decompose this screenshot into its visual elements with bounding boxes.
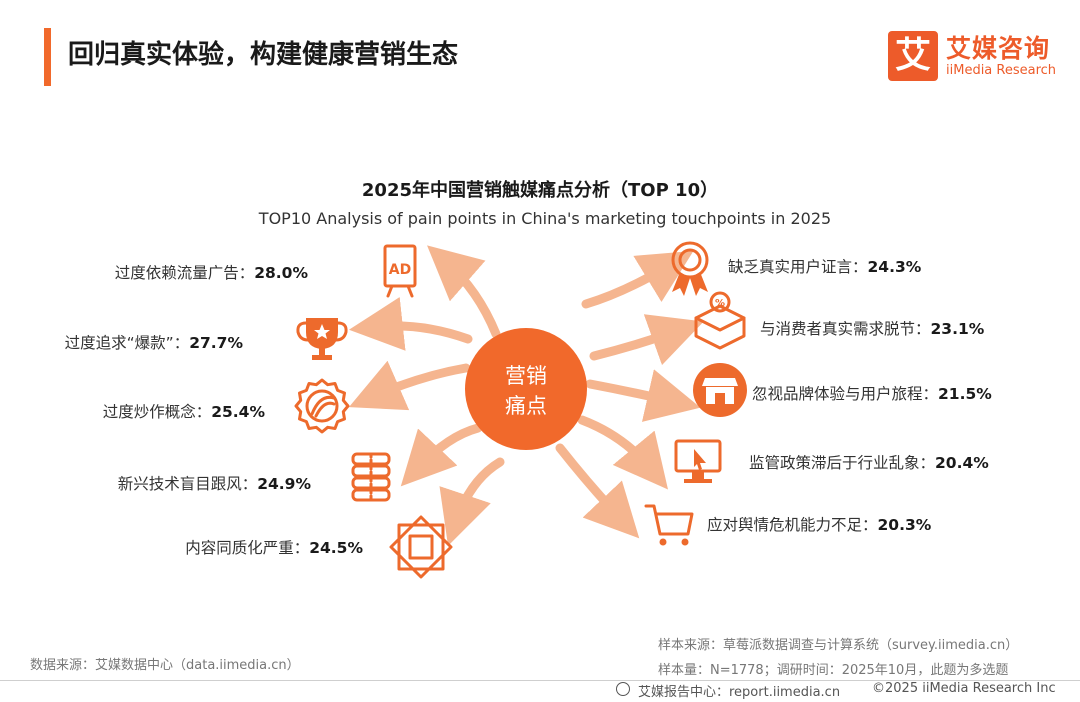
pain-point-label: 内容同质化严重：24.5% xyxy=(185,539,363,557)
connector-arrow xyxy=(577,415,669,490)
center-label-line: 痛点 xyxy=(505,394,547,418)
page-title: 回归真实体验，构建健康营销生态 xyxy=(68,40,459,70)
pain-point-label: 过度依赖流量广告：28.0% xyxy=(115,264,309,282)
pain-point-name: 缺乏真实用户证言： xyxy=(728,258,868,276)
pain-point-label: 应对舆情危机能力不足：20.3% xyxy=(707,515,932,534)
ad-billboard-icon: AD xyxy=(383,244,417,298)
connector-arrow xyxy=(439,457,505,546)
connector-arrow xyxy=(348,360,471,411)
sample-source-note: 样本来源：草莓派数据调查与计算系统（survey.iimedia.cn） xyxy=(658,638,1019,653)
pain-point-label: 新兴技术盲目跟风：24.9% xyxy=(118,475,312,493)
chart-subtitle: TOP10 Analysis of pain points in China's… xyxy=(258,209,832,228)
pain-point-label: 忽视品牌体验与用户旅程：21.5% xyxy=(752,385,992,403)
badge-seal-icon xyxy=(294,378,350,434)
pain-point-value: 20.4% xyxy=(935,454,989,472)
title-accent-bar xyxy=(44,28,51,86)
tech-stack-icon xyxy=(351,452,391,504)
award-ribbon-icon xyxy=(671,241,709,296)
footer-divider xyxy=(0,680,1080,681)
diamond-pattern-icon xyxy=(389,515,453,579)
pain-point-label: 缺乏真实用户证言：24.3% xyxy=(728,258,922,276)
logo-cn-text: 艾媒咨询 xyxy=(946,34,1051,63)
connector-arrow xyxy=(589,314,704,366)
data-source-note: 数据来源：艾媒数据中心（data.iimedia.cn） xyxy=(30,658,300,673)
pain-point-label: 过度追求“爆款”：27.7% xyxy=(65,333,244,352)
pain-point-value: 24.9% xyxy=(257,475,311,493)
connector-arrow xyxy=(585,369,701,422)
pain-point-name: 监管政策滞后于行业乱象： xyxy=(749,454,935,472)
iimedia-logo: 艾 艾媒咨询 iiMedia Research xyxy=(888,31,1068,83)
pain-point-name: 忽视品牌体验与用户旅程： xyxy=(752,385,938,403)
pain-point-name: 应对舆情危机能力不足： xyxy=(707,515,878,534)
copyright-text: ©2025 iiMedia Research Inc xyxy=(872,681,1056,696)
chart-title: 2025年中国营销触媒痛点分析（TOP 10） xyxy=(361,180,719,201)
pain-point-value: 23.1% xyxy=(931,320,985,338)
pain-point-name: 过度追求“爆款”： xyxy=(65,333,190,352)
svg-text:AD: AD xyxy=(389,262,411,278)
pain-point-value: 27.7% xyxy=(189,334,243,352)
pain-point-name: 内容同质化严重： xyxy=(185,539,309,557)
connector-arrow xyxy=(427,245,501,339)
pain-point-label: 过度炒作概念：25.4% xyxy=(103,402,266,421)
logo-mark: 艾 xyxy=(888,31,938,81)
logo-en-text: iiMedia Research xyxy=(946,63,1057,78)
pain-point-label: 与消费者真实需求脱节：23.1% xyxy=(760,320,985,338)
center-circle xyxy=(465,328,587,450)
shopping-cart-icon xyxy=(644,504,694,546)
monitor-cursor-icon xyxy=(674,439,722,483)
discount-box-icon: % xyxy=(694,291,746,350)
pain-point-value: 28.0% xyxy=(254,264,308,282)
svg-text:%: % xyxy=(715,298,725,309)
pain-point-value: 25.4% xyxy=(211,403,265,421)
report-center-link[interactable]: 艾媒报告中心：report.iimedia.cn xyxy=(638,685,841,700)
storefront-icon xyxy=(693,363,747,417)
pain-point-name: 过度炒作概念： xyxy=(103,402,212,421)
pain-point-value: 24.5% xyxy=(309,539,363,557)
pain-point-value: 20.3% xyxy=(878,516,932,534)
center-label-line: 营销 xyxy=(505,364,547,388)
connector-arrow xyxy=(400,423,483,487)
pain-point-name: 过度依赖流量广告： xyxy=(115,264,255,282)
connector-arrow xyxy=(555,443,640,539)
connector-arrow xyxy=(348,297,473,351)
pain-point-value: 24.3% xyxy=(868,258,922,276)
pain-point-name: 与消费者真实需求脱节： xyxy=(760,320,931,338)
sample-size-note: 样本量：N=1778；调研时间：2025年10月，此题为多选题 xyxy=(658,663,1009,678)
pain-point-label: 监管政策滞后于行业乱象：20.4% xyxy=(749,454,989,472)
pain-point-name: 新兴技术盲目跟风： xyxy=(118,475,258,493)
pain-point-value: 21.5% xyxy=(938,385,992,403)
trophy-icon xyxy=(296,318,348,360)
connector-arrow xyxy=(581,250,694,309)
globe-icon xyxy=(616,682,630,696)
